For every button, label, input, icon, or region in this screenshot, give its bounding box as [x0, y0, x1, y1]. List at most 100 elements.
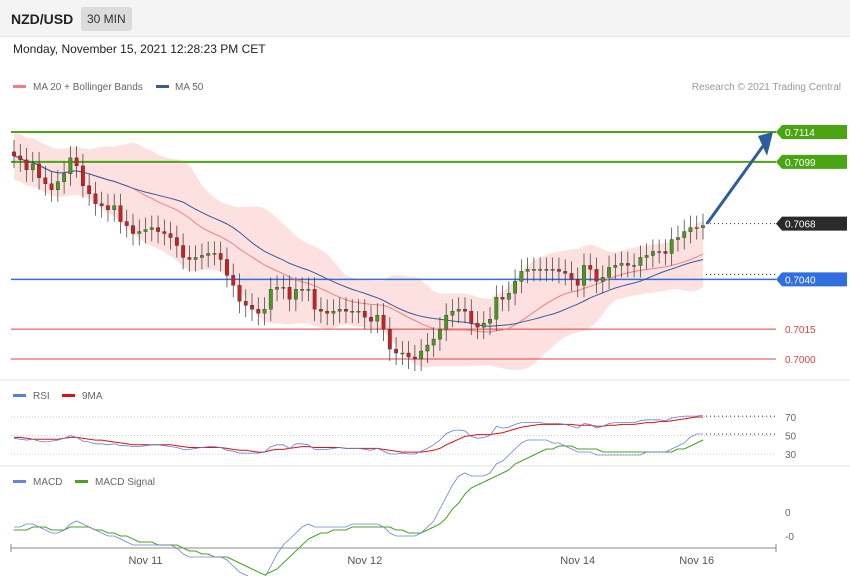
level-tag-0.7068: [776, 216, 847, 231]
candle-body: [600, 277, 605, 282]
candle-body: [450, 311, 455, 316]
level-label-0.7099: 0.7099: [785, 158, 816, 169]
x-axis: Nov 11 Nov 12 Nov 14 Nov 16: [10, 544, 777, 567]
signal-legend-label: MACD Signal: [95, 477, 155, 488]
candle-body: [237, 285, 242, 302]
candle-body: [369, 316, 373, 322]
x-tick-label: Nov 11: [129, 555, 163, 567]
candle-body: [149, 227, 154, 230]
candle-body: [43, 177, 48, 184]
candle-body: [663, 251, 668, 254]
price-level-labels: 0.7114 0.7099 0.7068 0.7040 0.7015 0.7000: [776, 125, 847, 366]
rsi-ma-legend-swatch: [62, 394, 75, 397]
candle-body: [256, 309, 261, 314]
macd-tick-label-0: 0: [785, 508, 791, 519]
candle-body: [12, 151, 16, 157]
target-arrow: [705, 132, 773, 225]
rsi-tick-label-70: 70: [785, 413, 797, 424]
candle-body: [362, 311, 367, 318]
macd-legend-label: MACD: [33, 477, 62, 488]
candle-body: [162, 231, 167, 234]
candle-body: [49, 183, 54, 190]
candle-body: [644, 255, 649, 258]
candle-body: [93, 193, 98, 204]
candle-body: [638, 257, 643, 266]
rsi-ma-line: [14, 416, 703, 453]
candle-body: [575, 279, 580, 286]
candle-body: [694, 227, 699, 229]
macd-legend-swatch: [13, 480, 26, 483]
candle-body: [657, 251, 662, 253]
candle-body: [394, 348, 398, 354]
candle-body: [325, 311, 330, 314]
candle-body: [80, 165, 85, 186]
candle-body: [268, 289, 273, 310]
candle-body: [513, 281, 517, 294]
candle-body: [212, 253, 217, 255]
candle-body: [682, 231, 687, 238]
level-label-0.7114: 0.7114: [785, 128, 815, 139]
candle-body: [594, 269, 599, 282]
candle-body: [438, 328, 442, 340]
candle-body: [531, 269, 536, 271]
rsi-tick-label-30: 30: [785, 450, 797, 461]
candle-body: [569, 273, 574, 280]
candle-body: [300, 289, 305, 291]
credit-label: Research © 2021 Trading Central: [692, 82, 841, 93]
candle-body: [174, 237, 179, 246]
bollinger-band: [14, 132, 703, 370]
datetime-label: Monday, November 15, 2021 12:28:23 PM CE…: [13, 42, 266, 56]
candle-body: [619, 263, 624, 266]
macd-signal-line: [14, 439, 704, 576]
x-tick-label: Nov 16: [679, 555, 714, 567]
candle-body: [375, 314, 380, 322]
candle-body: [701, 225, 705, 228]
candle-body: [99, 203, 104, 206]
rsi-line: [13, 414, 704, 455]
candle-body: [607, 267, 611, 278]
candle-body: [356, 311, 361, 313]
candle-body: [500, 297, 505, 300]
candle-body: [331, 311, 336, 314]
candle-body: [87, 185, 92, 194]
candle-body: [200, 255, 204, 258]
macd-panel: 0 -0: [14, 433, 794, 576]
candle-body: [669, 239, 674, 254]
level-label-0.7000: 0.7000: [785, 355, 816, 366]
level-tag-0.7040: [776, 272, 847, 287]
candle-body: [281, 287, 286, 289]
candle-body: [231, 275, 236, 286]
macd-tick-label--0: -0: [785, 532, 794, 543]
candle-body: [206, 253, 211, 256]
candle-body: [525, 269, 530, 272]
level-label-0.7015: 0.7015: [785, 325, 816, 336]
candle-body: [563, 271, 568, 274]
candle-body: [431, 338, 436, 346]
level-tag-0.7099: [776, 154, 847, 169]
candles: [12, 139, 705, 371]
candle-body: [312, 289, 317, 310]
rsi-panel: 70 50 30: [11, 413, 797, 461]
candle-body: [412, 356, 417, 360]
candle-body: [143, 229, 148, 232]
x-tick-label: Nov 12: [347, 555, 382, 567]
candle-body: [118, 205, 123, 222]
candle-body: [287, 287, 292, 300]
signal-legend-swatch: [75, 480, 88, 483]
candle-body: [419, 350, 424, 360]
bollinger-band-area: [14, 132, 703, 370]
candle-body: [463, 309, 467, 312]
timeframe-button[interactable]: 30 MIN: [81, 7, 132, 31]
candle-body: [688, 227, 693, 232]
candle-body: [475, 322, 480, 328]
candle-body: [676, 237, 680, 240]
candle-body: [469, 311, 474, 324]
candle-body: [613, 265, 618, 268]
candle-body: [74, 157, 79, 167]
candle-body: [262, 309, 267, 314]
candle-body: [106, 205, 110, 210]
candle-body: [550, 269, 555, 271]
candle-body: [544, 269, 549, 271]
candle-body: [557, 269, 561, 272]
